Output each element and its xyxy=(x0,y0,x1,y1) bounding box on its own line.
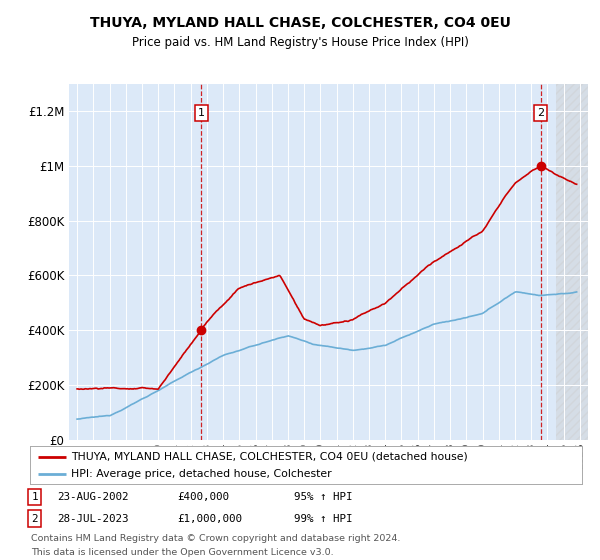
Text: Contains HM Land Registry data © Crown copyright and database right 2024.: Contains HM Land Registry data © Crown c… xyxy=(31,534,401,543)
Text: £1,000,000: £1,000,000 xyxy=(177,514,242,524)
Text: 99% ↑ HPI: 99% ↑ HPI xyxy=(294,514,353,524)
Text: 95% ↑ HPI: 95% ↑ HPI xyxy=(294,492,353,502)
Text: 1: 1 xyxy=(197,108,205,118)
Text: This data is licensed under the Open Government Licence v3.0.: This data is licensed under the Open Gov… xyxy=(31,548,334,557)
Text: THUYA, MYLAND HALL CHASE, COLCHESTER, CO4 0EU: THUYA, MYLAND HALL CHASE, COLCHESTER, CO… xyxy=(89,16,511,30)
Text: Price paid vs. HM Land Registry's House Price Index (HPI): Price paid vs. HM Land Registry's House … xyxy=(131,36,469,49)
Text: 23-AUG-2002: 23-AUG-2002 xyxy=(57,492,128,502)
Text: 1: 1 xyxy=(31,492,38,502)
Text: 28-JUL-2023: 28-JUL-2023 xyxy=(57,514,128,524)
Text: 2: 2 xyxy=(31,514,38,524)
Text: 2: 2 xyxy=(537,108,544,118)
Text: THUYA, MYLAND HALL CHASE, COLCHESTER, CO4 0EU (detached house): THUYA, MYLAND HALL CHASE, COLCHESTER, CO… xyxy=(71,451,468,461)
Bar xyxy=(556,84,588,440)
Text: HPI: Average price, detached house, Colchester: HPI: Average price, detached house, Colc… xyxy=(71,469,332,479)
Text: £400,000: £400,000 xyxy=(177,492,229,502)
